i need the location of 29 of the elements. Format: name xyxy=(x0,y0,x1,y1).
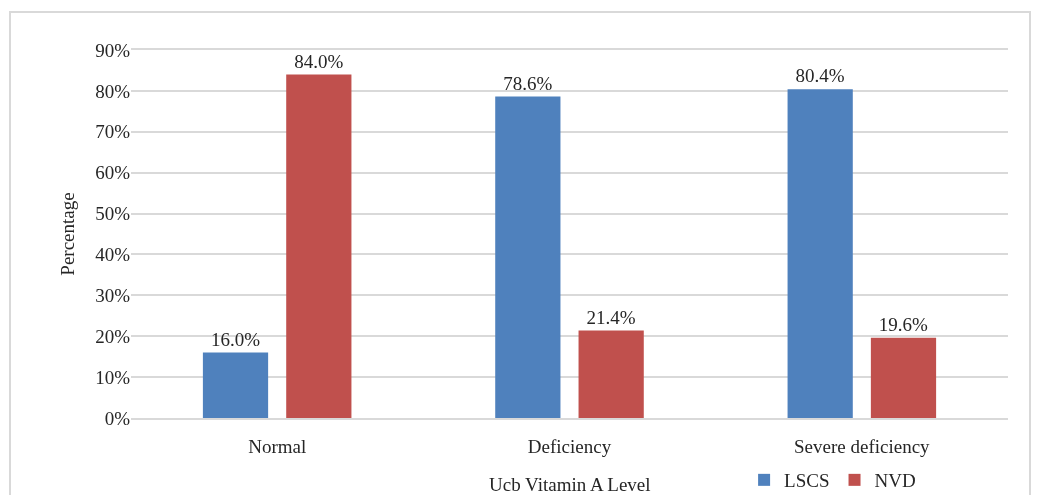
bar xyxy=(202,352,269,418)
x-tick-label: Deficiency xyxy=(527,435,612,457)
data-label: 84.0% xyxy=(294,50,344,72)
y-tick-label: 70% xyxy=(95,121,131,143)
data-label: 16.0% xyxy=(210,328,261,350)
data-label: 80.4% xyxy=(795,65,845,87)
y-tick-label: 0% xyxy=(104,407,131,429)
y-tick-label: 10% xyxy=(95,366,131,388)
data-label: 21.4% xyxy=(586,306,636,328)
x-tick-label: Normal xyxy=(248,435,307,457)
bar xyxy=(495,96,561,418)
data-label: 19.6% xyxy=(878,313,929,335)
legend-label: NVD xyxy=(874,470,916,492)
bar xyxy=(787,89,853,418)
x-axis-title: Ucb Vitamin A Level xyxy=(489,474,651,495)
bar xyxy=(870,337,937,418)
y-tick-label: 90% xyxy=(95,39,131,61)
x-tick-label: Severe deficiency xyxy=(794,435,931,457)
y-tick-label: 60% xyxy=(95,162,131,184)
y-axis-title: Percentage xyxy=(57,192,79,276)
legend-label: LSCS xyxy=(784,470,830,492)
bar xyxy=(578,330,644,418)
y-tick-label: 80% xyxy=(95,80,131,102)
y-tick-label: 50% xyxy=(95,203,131,225)
y-tick-label: 40% xyxy=(95,244,131,266)
y-tick-label: 30% xyxy=(95,284,131,306)
data-label: 78.6% xyxy=(503,72,553,94)
bar xyxy=(286,74,352,418)
y-tick-label: 20% xyxy=(95,325,131,347)
